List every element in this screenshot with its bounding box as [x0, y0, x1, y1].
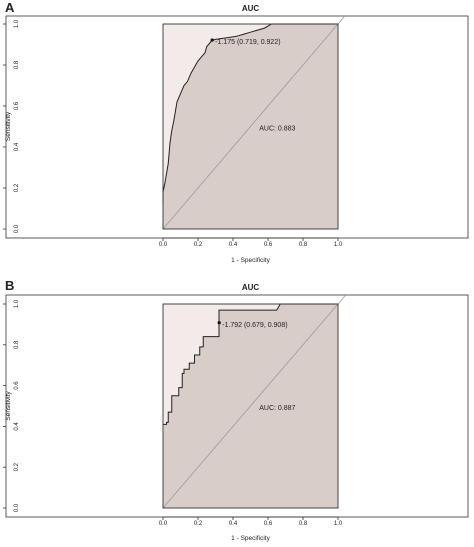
- panel-b-y-tick-label: 0.8: [14, 340, 20, 349]
- panel-b-y-axis-title: Sensitivity: [5, 391, 12, 421]
- panel-a-y-tick-label: 0.2: [14, 183, 20, 192]
- panel-b-diagonal-line: [162, 294, 347, 509]
- panel-b-x-tick-label: 0.0: [159, 521, 168, 527]
- panel-b-threshold-label: -1.792 (0.679, 0.908): [222, 322, 287, 329]
- panel-b-x-tick-label: 0.4: [229, 521, 238, 527]
- panel-b-y-tick-label: 0.6: [14, 381, 20, 390]
- panel-a-y-tick-label: 0.4: [14, 142, 20, 151]
- panel-b-x-tick-label: 1.0: [334, 521, 343, 527]
- panel-a-x-tick-label: 0.0: [159, 242, 168, 248]
- panel-a-y-tick-label: 0.6: [14, 101, 20, 110]
- panel-b-y-tick-label: 0.2: [14, 462, 20, 471]
- panel-b-label: B: [5, 278, 14, 293]
- panel-a-diagonal-line: [162, 15, 346, 230]
- panel-a-x-tick-label: 0.4: [229, 242, 238, 248]
- panel-b-x-tick-label: 0.8: [299, 521, 308, 527]
- panel-b-x-axis-title: 1 - Specificity: [231, 535, 270, 542]
- panel-a-x-tick-label: 0.6: [264, 242, 273, 248]
- panel-a-x-axis-title: 1 - Specificity: [231, 257, 270, 264]
- panel-b-y-tick-label: 1.0: [14, 299, 20, 308]
- panel-a-x-tick-label: 1.0: [334, 242, 343, 248]
- panel-b-x-tick-label: 0.2: [194, 521, 203, 527]
- panel-b-plot-frame: [162, 303, 339, 509]
- panel-b-title: AUC: [242, 283, 260, 292]
- panel-b-threshold-point: [217, 321, 221, 325]
- panel-a-threshold-point: [210, 38, 214, 42]
- panel-a-roc-curve: [162, 23, 338, 205]
- panel-a-title: AUC: [242, 4, 260, 13]
- panel-a-y-tick-label: 1.0: [14, 19, 20, 28]
- panel-a-y-tick-label: 0.8: [14, 60, 20, 69]
- panel-b-roc-curve: [163, 303, 338, 425]
- panel-b-y-tick-label: 0.0: [14, 503, 20, 512]
- panel-a-y-axis-title: Sensitivity: [5, 111, 12, 141]
- panel-b-auc-label: AUC: 0.887: [259, 405, 295, 412]
- panel-a-x-tick-label: 0.8: [299, 242, 308, 248]
- panel-a-label: A: [5, 0, 15, 15]
- panel-a-auc-label: AUC: 0.883: [259, 126, 295, 133]
- panel-a-x-tick-label: 0.2: [194, 242, 203, 248]
- panel-a-plot-frame: [162, 23, 339, 230]
- panel-b-y-tick-label: 0.4: [14, 422, 20, 431]
- panel-a-threshold-label: -1.175 (0.719, 0.922): [215, 39, 280, 46]
- panel-b-x-tick-label: 0.6: [264, 521, 273, 527]
- panel-a-y-tick-label: 0.0: [14, 224, 20, 233]
